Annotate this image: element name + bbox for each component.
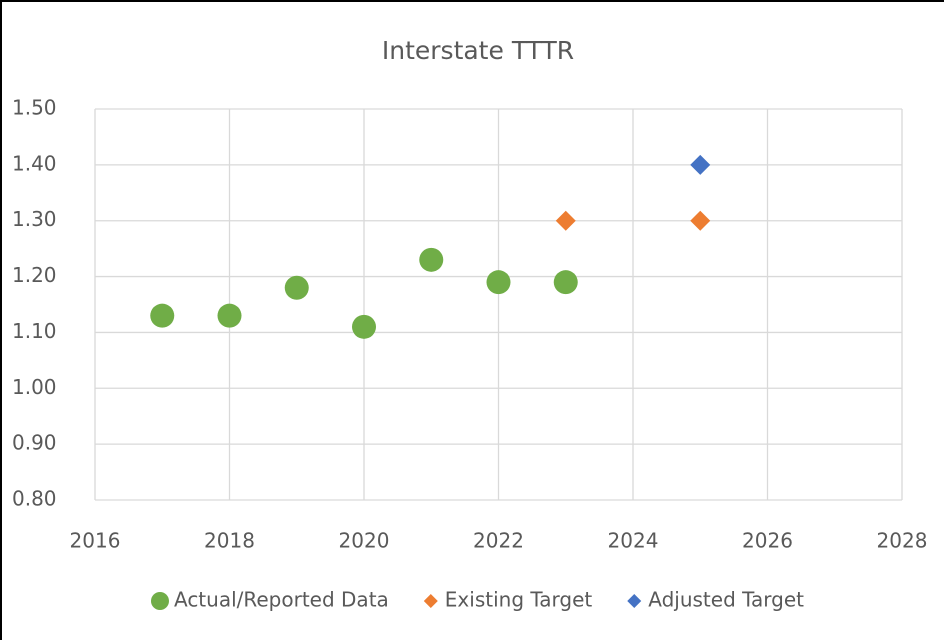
- chart-title: Interstate TTTR: [382, 36, 574, 65]
- point: [553, 270, 578, 295]
- x-tick-label: 2026: [742, 529, 793, 553]
- point: [217, 303, 242, 328]
- point: [150, 303, 175, 328]
- y-tick-label: 1.20: [12, 263, 57, 287]
- y-tick-label: 1.40: [12, 151, 57, 175]
- x-tick-label: 2022: [473, 529, 524, 553]
- x-tick-label: 2016: [70, 529, 121, 553]
- legend-label: Actual/Reported Data: [174, 588, 389, 612]
- y-tick-label: 0.80: [12, 487, 57, 511]
- point: [486, 270, 511, 295]
- point: [419, 247, 444, 272]
- y-tick-label: 1.00: [12, 375, 57, 399]
- x-tick-label: 2018: [204, 529, 255, 553]
- legend-label: Adjusted Target: [648, 588, 804, 612]
- x-tick-label: 2024: [608, 529, 659, 553]
- legend-marker: [423, 594, 438, 608]
- x-tick-label: 2020: [339, 529, 390, 553]
- y-tick-label: 1.10: [12, 319, 57, 343]
- y-tick-label: 0.90: [12, 431, 57, 455]
- point: [690, 210, 711, 231]
- point: [352, 314, 376, 339]
- legend-marker: [627, 594, 642, 608]
- legend-marker: [150, 592, 169, 610]
- legend-label: Existing Target: [445, 588, 593, 612]
- x-tick-label: 2028: [877, 529, 928, 553]
- y-tick-label: 1.50: [12, 96, 57, 120]
- point: [555, 210, 576, 231]
- point: [690, 154, 711, 175]
- y-tick-label: 1.30: [12, 207, 57, 231]
- point: [284, 275, 309, 300]
